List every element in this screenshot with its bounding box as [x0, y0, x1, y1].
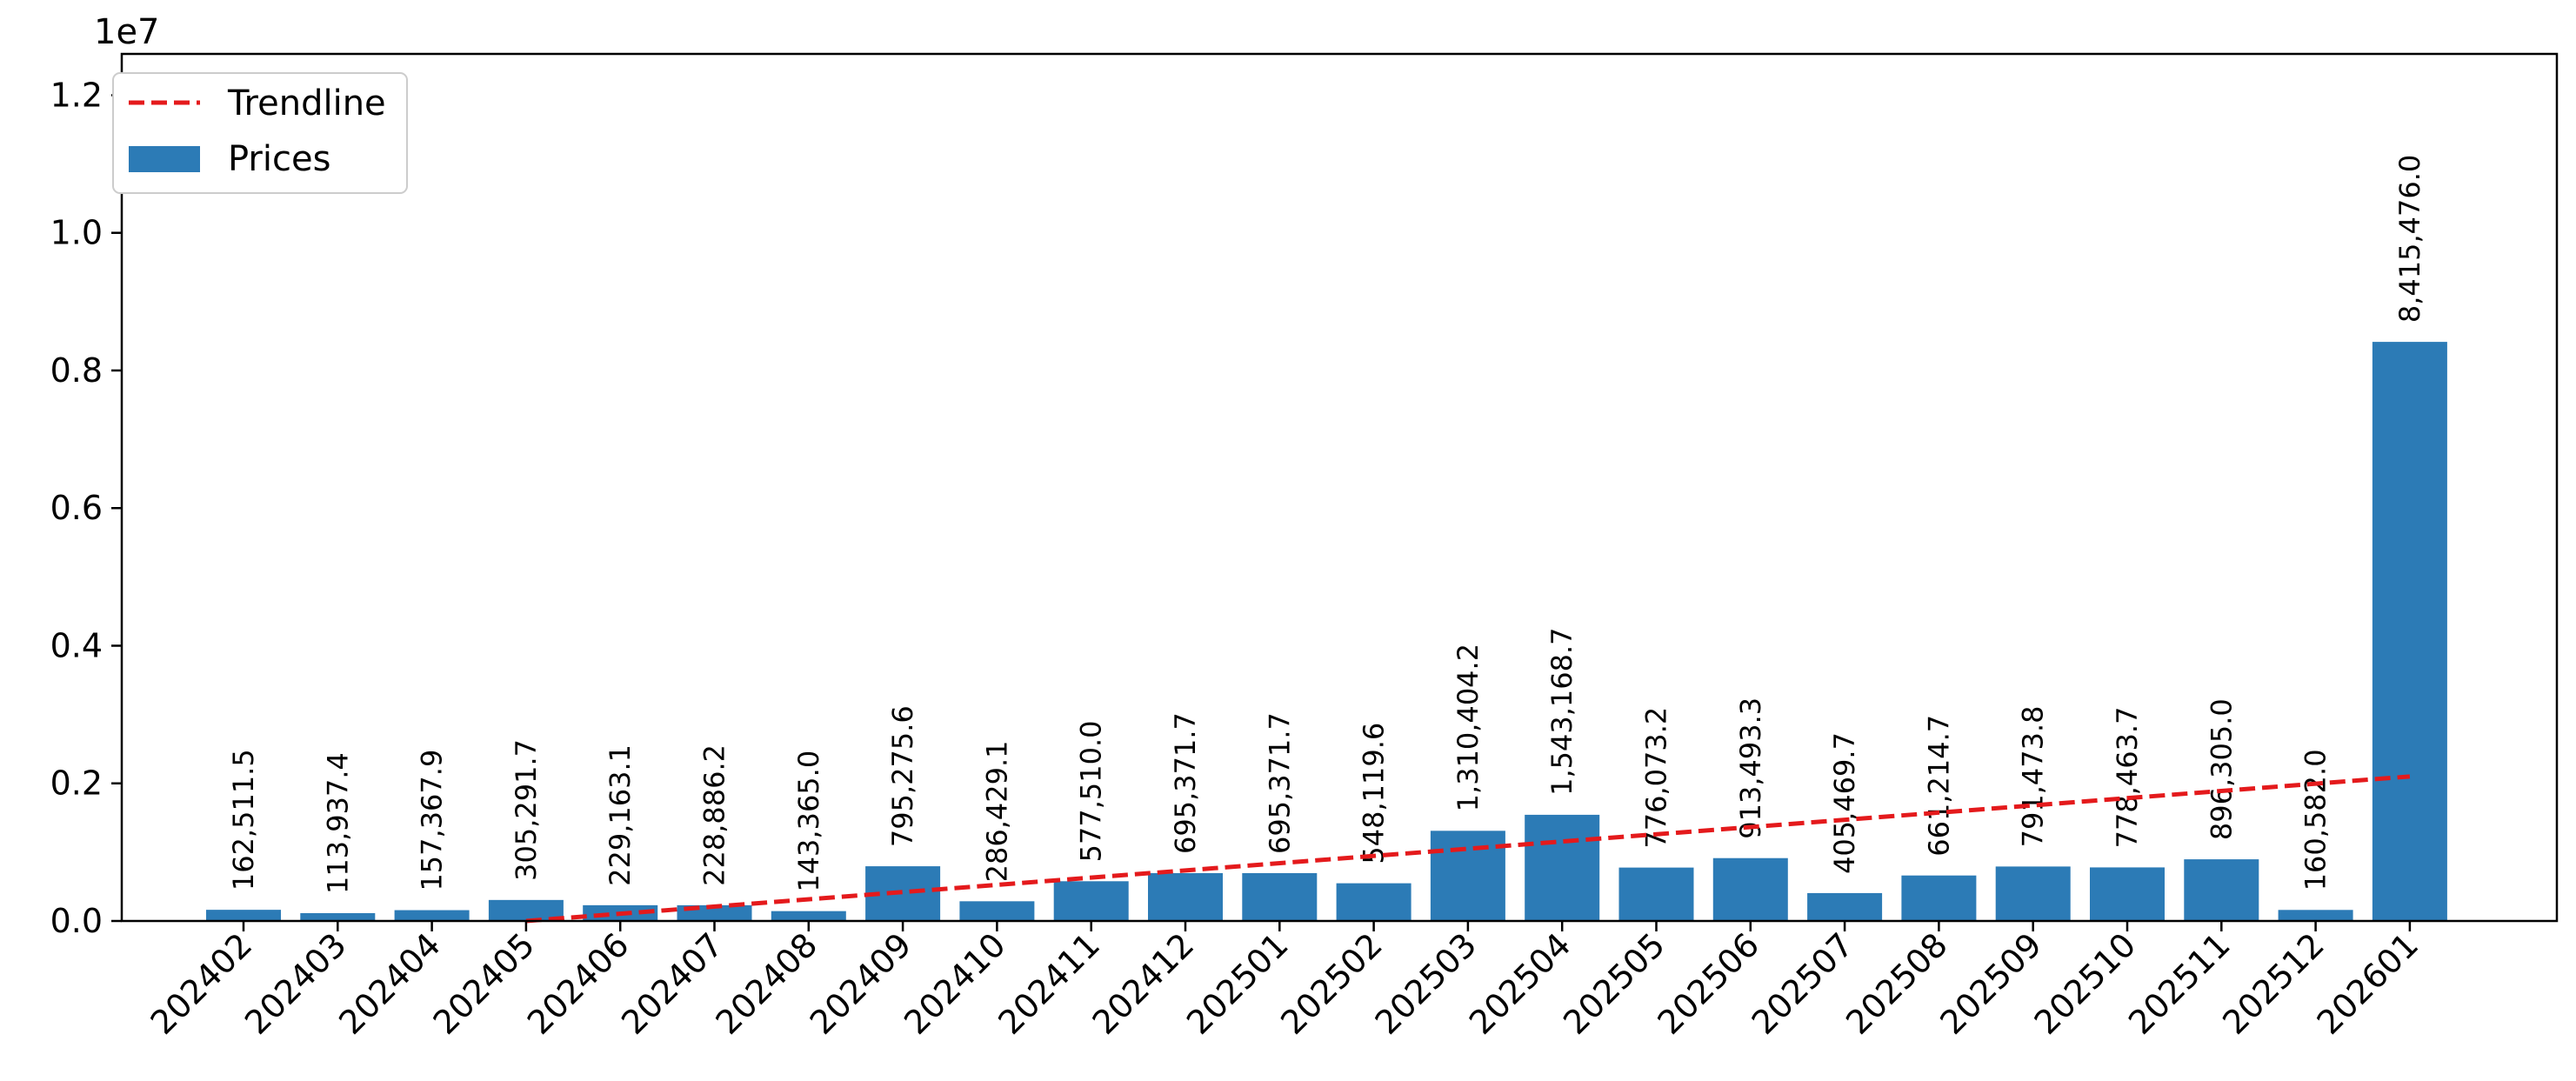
bar-value-label-202404: 157,367.9 — [416, 750, 449, 891]
legend-prices-label: Prices — [228, 139, 330, 179]
bar-202511 — [2184, 859, 2259, 921]
bar-202402 — [206, 910, 281, 921]
bar-202510 — [2090, 867, 2165, 921]
y-tick-label: 1.0 — [50, 214, 103, 252]
bar-value-label-202509: 791,473.8 — [2017, 706, 2050, 848]
bar-202505 — [1618, 867, 1694, 921]
bar-202601 — [2372, 342, 2447, 921]
trendline-group — [525, 774, 2411, 924]
bar-value-label-202409: 795,275.6 — [886, 705, 919, 847]
bar-value-label-202510: 778,463.7 — [2111, 707, 2144, 849]
y-tick-label: 0.2 — [50, 764, 103, 803]
legend: Trendline Prices — [112, 72, 408, 194]
bar-value-label-202506: 913,493.3 — [1734, 697, 1767, 839]
bar-202504 — [1525, 814, 1600, 921]
bar-value-label-202503: 1,310,404.2 — [1452, 644, 1485, 811]
bar-value-label-202601: 8,415,476.0 — [2393, 155, 2426, 323]
y-axis: 0.0 0.2 0.4 0.6 0.8 1.0 1.2 — [50, 76, 122, 940]
plot-frame — [120, 52, 2559, 923]
bar-202508 — [1901, 875, 1977, 921]
bar-value-label-202406: 229,163.1 — [604, 744, 637, 886]
bar-value-label-202403: 113,937.4 — [321, 752, 354, 894]
bar-value-label-202512: 160,582.0 — [2299, 749, 2332, 891]
bar-202404 — [394, 910, 470, 921]
bar-value-label-202410: 286,429.1 — [980, 740, 1013, 882]
bar-labels-group: 162,511.5 113,937.4 157,367.9 305,291.7 229,… — [227, 155, 2426, 894]
bar-value-label-202511: 896,305.0 — [2205, 698, 2238, 840]
bar-value-label-202501: 695,371.7 — [1263, 712, 1296, 854]
y-tick-label: 0.8 — [50, 351, 103, 390]
bar-value-label-202408: 143,365.0 — [792, 751, 825, 892]
y-tick-label: 0.4 — [50, 626, 103, 664]
bar-202506 — [1712, 857, 1788, 921]
bar-202408 — [771, 911, 846, 921]
bar-value-label-202411: 577,510.0 — [1075, 720, 1108, 862]
bar-202503 — [1430, 831, 1505, 921]
bar-value-label-202502: 548,119.6 — [1358, 723, 1391, 864]
bar-value-label-202402: 162,511.5 — [227, 749, 260, 891]
bar-202410 — [959, 901, 1035, 921]
y-tick-label: 0.6 — [50, 489, 103, 527]
legend-prices-swatch — [129, 146, 200, 172]
bar-value-label-202504: 1,543,168.7 — [1545, 628, 1578, 796]
bar-value-label-202508: 661,214.7 — [1922, 715, 1955, 857]
bar-value-label-202412: 695,371.7 — [1169, 712, 1202, 854]
bar-value-label-202507: 405,469.7 — [1828, 732, 1861, 874]
bar-202507 — [1807, 892, 1883, 921]
bar-202411 — [1053, 881, 1129, 921]
bar-202501 — [1242, 872, 1318, 921]
legend-trendline-label: Trendline — [227, 83, 386, 123]
bar-202512 — [2278, 910, 2353, 921]
bar-value-label-202505: 776,073.2 — [1640, 707, 1673, 849]
bar-value-label-202405: 305,291.7 — [510, 739, 543, 881]
bar-202509 — [1995, 866, 2071, 921]
y-tick-label: 1.2 — [50, 76, 103, 114]
bar-202412 — [1148, 872, 1223, 921]
y-tick-label: 0.0 — [50, 902, 103, 940]
y-axis-offset-label: 1e7 — [94, 12, 160, 52]
bar-202502 — [1336, 883, 1411, 921]
bar-202403 — [300, 912, 376, 921]
trendline — [525, 774, 2411, 924]
bar-value-label-202407: 228,886.2 — [698, 744, 731, 886]
